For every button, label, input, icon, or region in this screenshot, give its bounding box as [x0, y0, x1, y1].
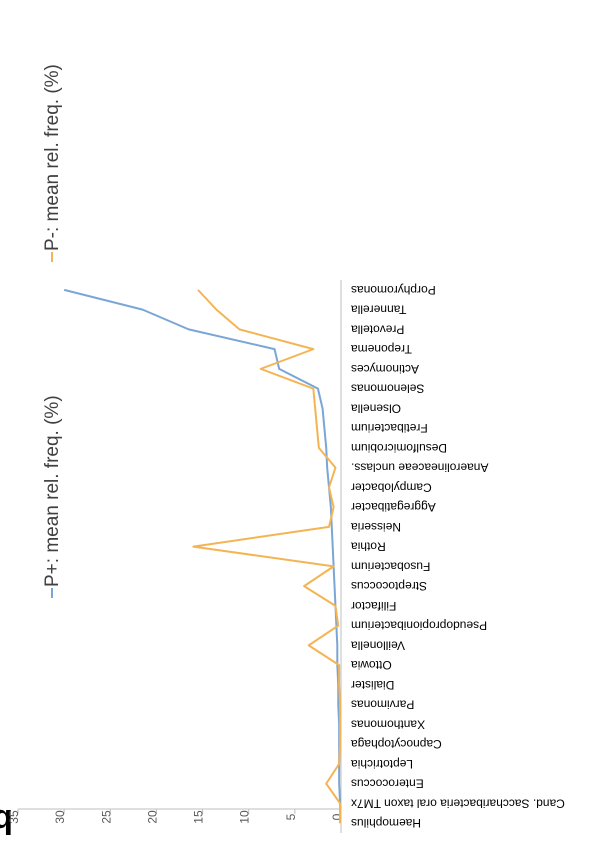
value-tick-label: 5: [284, 813, 298, 820]
value-tick-label: 30: [53, 810, 67, 824]
legend: P+: mean rel. freq. (%) P-: mean rel. fre…: [42, 64, 63, 598]
category-label: Selenomonas: [351, 382, 424, 396]
category-label: Pseudopropionibacterium: [351, 619, 487, 633]
value-tick-label: 35: [7, 810, 21, 824]
category-label: Dialister: [351, 678, 394, 692]
value-tick-label: 15: [192, 810, 206, 824]
legend-entry: P+: mean rel. freq. (%): [42, 395, 63, 598]
category-label: Porphyromonas: [351, 283, 436, 297]
category-label: Parvimonas: [351, 698, 414, 712]
value-tick-label: 25: [99, 810, 113, 824]
category-label: Desulfomicrobium: [351, 441, 447, 455]
category-label: Leptotrichia: [351, 757, 413, 771]
category-label: Cand. Saccharibacteria oral taxon TM7x: [351, 796, 565, 810]
category-label: Fretibacterium: [351, 421, 428, 435]
panel-label: b: [0, 802, 13, 840]
category-label: Neisseria: [351, 520, 401, 534]
category-label: Xanthomonas: [351, 717, 425, 731]
category-label: Capnocytophaga: [351, 737, 442, 751]
rotated-plot: b 0 5 10 15 20 25 30 35 Porphyromonas Tannerella…: [0, 280, 565, 840]
series-line-p-minus: [192, 289, 342, 824]
category-label: Filifactor: [351, 599, 396, 613]
category-label: Treponema: [351, 342, 412, 356]
category-label: Aggregatibacter: [351, 500, 436, 514]
category-label: Prevotella: [351, 322, 405, 336]
series-lines: [63, 288, 342, 824]
category-label: Campylobacter: [351, 480, 432, 494]
category-label: Tannerella: [351, 303, 407, 317]
category-label: Streptococcus: [351, 579, 427, 593]
category-label: Haemophilus: [351, 816, 421, 830]
category-label: Fusobacterium: [351, 559, 430, 573]
value-tick-label: 10: [238, 810, 252, 824]
series-line-p-plus: [63, 288, 342, 824]
legend-entry: P-: mean rel. freq. (%): [42, 64, 63, 262]
value-ticks: 0 5 10 15 20 25 30 35: [7, 809, 344, 824]
value-tick-label: 20: [145, 810, 159, 824]
category-label: Actinomyces: [351, 362, 419, 376]
legend-label: P+: mean rel. freq. (%): [42, 395, 63, 587]
category-label: Enterococcus: [351, 777, 424, 791]
category-label: Ottowia: [351, 658, 392, 672]
legend-label: P-: mean rel. freq. (%): [42, 64, 63, 251]
category-label: Anaerolineaceae unclass.: [351, 461, 488, 475]
category-labels: Porphyromonas Tannerella Prevotella Trepone…: [351, 283, 565, 830]
category-label: Olsenella: [351, 401, 401, 415]
category-label: Rothia: [351, 540, 386, 554]
category-label: Veillonella: [351, 638, 405, 652]
value-tick-label: 0: [330, 813, 344, 820]
